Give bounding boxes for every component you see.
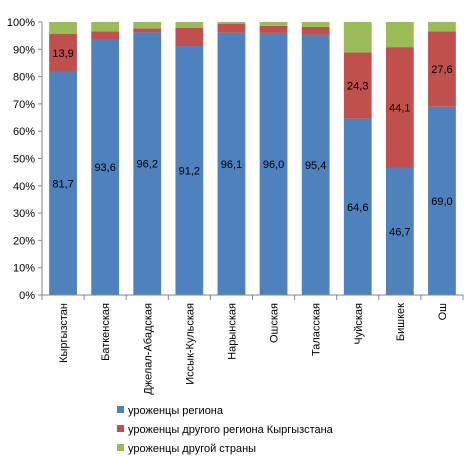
x-tick-label: Таласская xyxy=(311,303,323,356)
y-tick-label: 80% xyxy=(13,72,35,84)
bar-segment xyxy=(175,28,204,47)
bar-segment xyxy=(91,39,120,295)
y-tick-label: 30% xyxy=(13,208,35,220)
legend-label: уроженцы региона xyxy=(128,405,224,417)
bar-segment xyxy=(428,22,456,32)
data-label: 64,6 xyxy=(347,202,368,214)
bar-segment xyxy=(385,167,414,295)
legend-label: уроженцы другой страны xyxy=(128,443,256,455)
y-tick-label: 50% xyxy=(13,154,35,166)
bar-segment xyxy=(175,22,204,29)
x-tick-label: Чуйская xyxy=(353,303,365,345)
x-axis: Кыргызстан Баткенская Джелал-Абадская Иссык… xyxy=(41,294,464,395)
data-label: 93,6 xyxy=(94,162,115,174)
bar-segment xyxy=(49,71,77,295)
bar-segment xyxy=(343,22,372,53)
bars: 81,7 13,9 93,6 96,2 91,2 96,1 96,0 95,4 64,6 24,3… xyxy=(49,22,456,296)
y-tick-label: 10% xyxy=(13,263,35,275)
bar-segment xyxy=(49,34,77,72)
bar-segment xyxy=(343,118,372,295)
bar-segment xyxy=(217,23,246,33)
y-tick-label: 0% xyxy=(19,290,35,302)
x-tick-label: Джелал-Абадская xyxy=(142,303,154,395)
x-tick-label: Баткенская xyxy=(100,303,112,361)
bar-segment xyxy=(301,26,330,35)
data-label: 96,2 xyxy=(137,159,158,171)
bar-segment xyxy=(133,32,162,296)
data-label: 69,0 xyxy=(431,196,452,208)
data-label: 46,7 xyxy=(389,226,410,238)
bar-segment xyxy=(133,22,162,29)
legend: уроженцы региона уроженцы другого региона… xyxy=(117,405,334,455)
bar-segment xyxy=(259,22,288,26)
bar-segment xyxy=(217,32,246,295)
bar-segment xyxy=(343,52,372,119)
bar-segment xyxy=(301,34,330,296)
bar-segment xyxy=(428,106,456,295)
y-tick-label: 60% xyxy=(13,126,35,138)
bar-segment xyxy=(175,46,204,295)
x-tick-label: Бишкек xyxy=(395,303,407,341)
data-label: 95,4 xyxy=(305,160,326,172)
data-label: 81,7 xyxy=(52,178,73,190)
x-tick-label: Иссык-Кульская xyxy=(184,303,196,385)
bar-segment xyxy=(259,32,288,296)
legend-swatch xyxy=(117,406,124,413)
y-axis: 0% 10% 20% 30% 40% 50% 60% 70% 80% 90% 100% xyxy=(7,17,43,302)
data-label: 96,0 xyxy=(263,159,284,171)
y-tick-label: 20% xyxy=(13,235,35,247)
bar-segment xyxy=(91,22,120,32)
y-tick-label: 70% xyxy=(13,99,35,111)
legend-swatch xyxy=(117,425,124,432)
bar-segment xyxy=(91,31,120,40)
bar-segment xyxy=(133,28,162,33)
x-tick-label: Нарынская xyxy=(226,303,238,360)
data-label: 96,1 xyxy=(221,159,242,171)
x-tick-label: Кыргызстан xyxy=(58,303,70,363)
data-label: 13,9 xyxy=(52,48,73,60)
data-label: 44,1 xyxy=(389,102,410,114)
bar-segment xyxy=(428,31,456,107)
y-tick-label: 90% xyxy=(13,44,35,56)
legend-swatch xyxy=(117,444,124,451)
data-label: 24,3 xyxy=(347,80,368,92)
y-tick-label: 100% xyxy=(7,17,35,29)
bar-segment xyxy=(385,22,414,48)
data-label: 27,6 xyxy=(431,64,452,76)
bar-segment xyxy=(301,22,330,27)
bar-segment xyxy=(385,47,414,168)
legend-label: уроженцы другого региона Кыргызстана xyxy=(128,424,334,436)
x-tick-label: Ош xyxy=(437,303,449,321)
bar-segment xyxy=(259,25,288,33)
data-label: 91,2 xyxy=(179,166,200,178)
x-tick-label: Ошская xyxy=(269,303,281,343)
bar-segment xyxy=(217,22,246,24)
bar-segment xyxy=(49,22,77,35)
y-tick-label: 40% xyxy=(13,181,35,193)
